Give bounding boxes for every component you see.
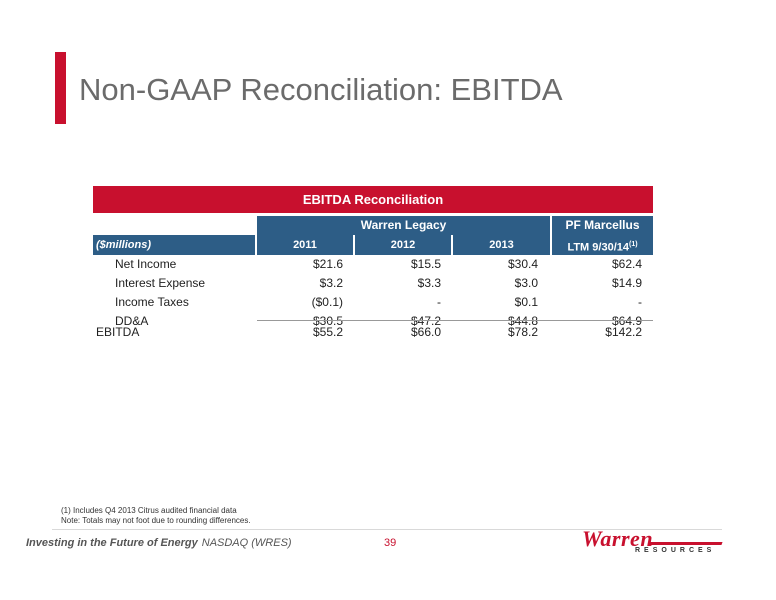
cell-value: $142.2 <box>605 325 642 339</box>
units-label: ($millions) <box>93 235 255 255</box>
footnote-1: (1) Includes Q4 2013 Citrus audited fina… <box>61 506 237 515</box>
table-row: Net Income $21.6 $15.5 $30.4 $62.4 <box>93 255 653 274</box>
cell-value: $3.3 <box>417 276 441 290</box>
row-label: Income Taxes <box>115 295 189 309</box>
footer-divider <box>52 529 722 530</box>
group-pf-marcellus: PF Marcellus <box>552 216 653 235</box>
table-banner: EBITDA Reconciliation <box>93 186 653 213</box>
cell-value: - <box>437 295 441 309</box>
cell-value: $55.2 <box>312 325 343 339</box>
footer-tagline: Investing in the Future of Energy NASDAQ … <box>26 537 292 549</box>
table-group-header: Warren Legacy PF Marcellus <box>93 216 653 235</box>
logo-swoosh-icon <box>647 542 723 545</box>
col-header-2011: 2011 <box>257 235 353 255</box>
logo-wordmark: Warren <box>582 526 654 551</box>
col-header-2012: 2012 <box>355 235 451 255</box>
cell-value: $78.2 <box>507 325 538 339</box>
exchange-ticker: NASDAQ (WRES) <box>201 537 292 549</box>
logo-subtitle: RESOURCES <box>635 547 716 554</box>
cell-value: $0.1 <box>514 295 538 309</box>
page-title: Non-GAAP Reconciliation: EBITDA <box>79 72 563 107</box>
title-accent-bar <box>55 52 66 124</box>
group-spacer <box>93 216 255 235</box>
cell-value: $30.4 <box>507 257 538 271</box>
ltm-label: LTM 9/30/14 <box>567 241 629 254</box>
row-label: Interest Expense <box>115 276 206 290</box>
group-warren-legacy: Warren Legacy <box>257 216 550 235</box>
cell-value: $21.6 <box>312 257 343 271</box>
tagline-text: Investing in the Future of Energy <box>26 537 198 549</box>
page-number: 39 <box>384 537 397 549</box>
cell-value: $64.9 <box>611 314 642 328</box>
warren-resources-logo: Warren RESOURCES <box>578 526 728 558</box>
table-column-header: ($millions) 2011 2012 2013 LTM 9/30/14(1… <box>93 235 653 255</box>
cell-value: $44.8 <box>507 314 538 328</box>
table-row: Income Taxes ($0.1) - $0.1 - <box>93 293 653 312</box>
table-row: Interest Expense $3.2 $3.3 $3.0 $14.9 <box>93 274 653 293</box>
cell-value: $62.4 <box>611 257 642 271</box>
cell-value: $47.2 <box>410 314 441 328</box>
cell-value: $14.9 <box>611 276 642 290</box>
footnote-note: Note: Totals may not foot due to roundin… <box>61 516 251 525</box>
col-header-2013: 2013 <box>453 235 550 255</box>
cell-value: $66.0 <box>410 325 441 339</box>
cell-value: ($0.1) <box>311 295 343 309</box>
table-row: DD&A $30.5 $47.2 $44.8 $64.9 <box>93 312 653 331</box>
cell-value: $3.0 <box>514 276 538 290</box>
table-row-total: EBITDA $55.2 $66.0 $78.2 $142.2 <box>93 323 653 342</box>
cell-value: $3.2 <box>319 276 343 290</box>
cell-value: $15.5 <box>410 257 441 271</box>
row-label: EBITDA <box>96 325 140 339</box>
cell-value: - <box>638 295 642 309</box>
cell-value: $30.5 <box>312 314 343 328</box>
row-label: Net Income <box>115 257 177 271</box>
subtotal-rule <box>257 320 653 321</box>
row-label: DD&A <box>115 314 149 328</box>
ltm-footnote-mark: (1) <box>628 241 638 248</box>
col-header-ltm: LTM 9/30/14(1) <box>552 235 653 255</box>
